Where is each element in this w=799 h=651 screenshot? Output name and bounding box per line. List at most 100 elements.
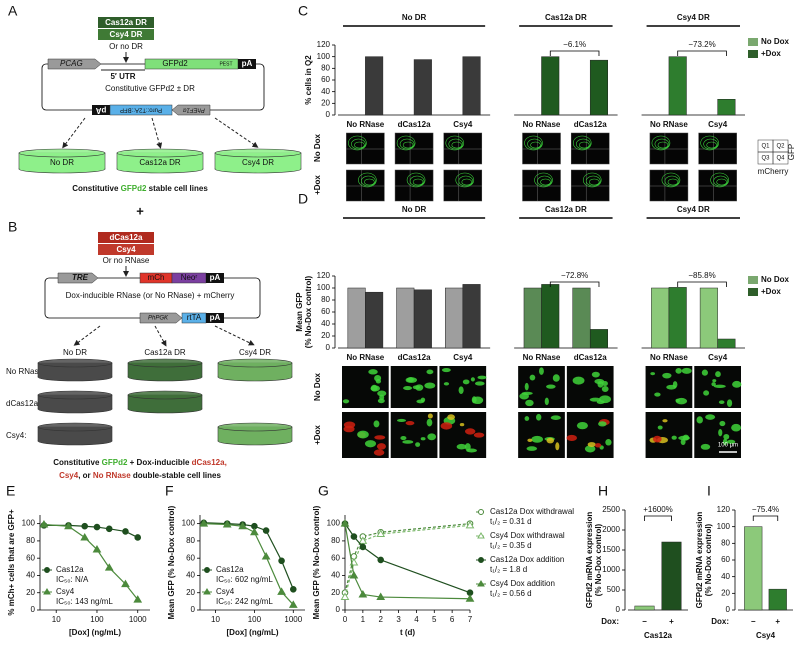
x-axis-label: [Dox] (ng/mL) [227,628,279,637]
legend-marker [477,532,485,539]
bar [768,588,787,611]
cell [546,437,554,444]
cell [375,379,382,384]
point [340,519,350,527]
cell [426,418,433,427]
population [358,172,377,188]
y-axis-label: % cells in Q2 [304,55,313,105]
cell [598,421,607,427]
legend-note: IC₅₀: N/A [56,575,89,584]
cell [473,432,485,438]
panel-label: D [298,191,308,207]
y-tick-label: 100 [327,519,341,528]
cell [680,438,686,446]
bar [634,605,655,611]
panel-label: F [165,483,174,499]
flow-plot [698,132,737,165]
cell [654,392,661,397]
population [703,138,718,150]
y-tick-label: 60 [321,75,330,84]
cylinder-top [37,358,113,368]
point [376,529,386,537]
y-tick-label: 0 [31,605,36,614]
panel-label: G [318,483,329,499]
bar [661,541,682,611]
cell-lines [37,358,293,446]
line-label: No DR [50,158,74,167]
x-tick-label: No RNase [650,120,688,129]
cell [546,384,556,389]
legend-note: t₁/₂ = 0.35 d [490,541,532,550]
puro-label: Puro::T2A::BFP [120,106,162,112]
pa-label: pA [210,273,221,282]
flow-plot [394,169,434,202]
bar [699,287,718,349]
x-tick-label: + [775,617,780,626]
cylinder-top [127,390,203,400]
y-tick-label: 60 [26,553,35,562]
cylinder-top [37,390,113,400]
point [377,556,385,564]
cell [675,398,680,403]
series-line [344,523,471,593]
y-tick-label: 20 [321,331,330,340]
bar [589,329,609,349]
cell [527,438,533,442]
population [402,141,414,149]
cell [723,433,730,440]
bar [717,99,736,116]
bracket [644,515,672,521]
legend-note: t₁/₂ = 1.8 d [490,565,527,574]
y-tick-label: 80 [321,63,330,72]
legend-marker [44,567,50,573]
y-axis-label: % mCh+ cells that are GFP+ [7,509,16,616]
flow-plot [522,132,561,165]
point [278,557,285,565]
population [409,175,425,187]
y-tick-label: 20 [721,588,730,597]
x-tick-label: No RNase [523,353,561,362]
y-tick-label: 1500 [602,545,620,554]
bar [365,291,384,349]
cylinder-top [214,148,302,158]
cell [719,420,726,427]
cell [456,443,467,450]
cell [427,433,437,441]
population [657,141,669,149]
legend-swatch [748,50,758,58]
population [351,138,366,150]
cell [675,368,682,374]
legend-label: Csy4 [216,587,235,596]
cell [594,378,605,384]
cell [373,449,385,456]
x-tick-label: 0 [343,615,348,624]
gfp-label: GFPd2 [162,59,188,68]
cell [343,425,355,433]
bar [717,338,736,349]
cell [416,399,425,404]
point [39,520,49,528]
cell [731,423,742,432]
point [465,594,475,602]
cell [440,422,453,430]
rnase-box [98,232,154,243]
x-tick-label: 2 [378,615,383,624]
promoter [47,58,102,70]
cell-lines [18,148,302,174]
bar [589,59,609,116]
y-tick-label: 120 [717,505,731,514]
construct-label: Dox-inducible RNase (or No RNase) + mChe… [66,291,235,300]
point [93,523,101,531]
cell [402,440,414,444]
column-label: Cas12a DR [144,348,186,357]
cell [705,414,716,420]
point [64,521,73,530]
cell [552,374,560,382]
pa-label: pA [242,59,253,68]
cell [712,379,717,383]
y-tick-label: 100 [22,519,36,528]
group-label: No DR [402,205,427,214]
population [651,135,671,151]
